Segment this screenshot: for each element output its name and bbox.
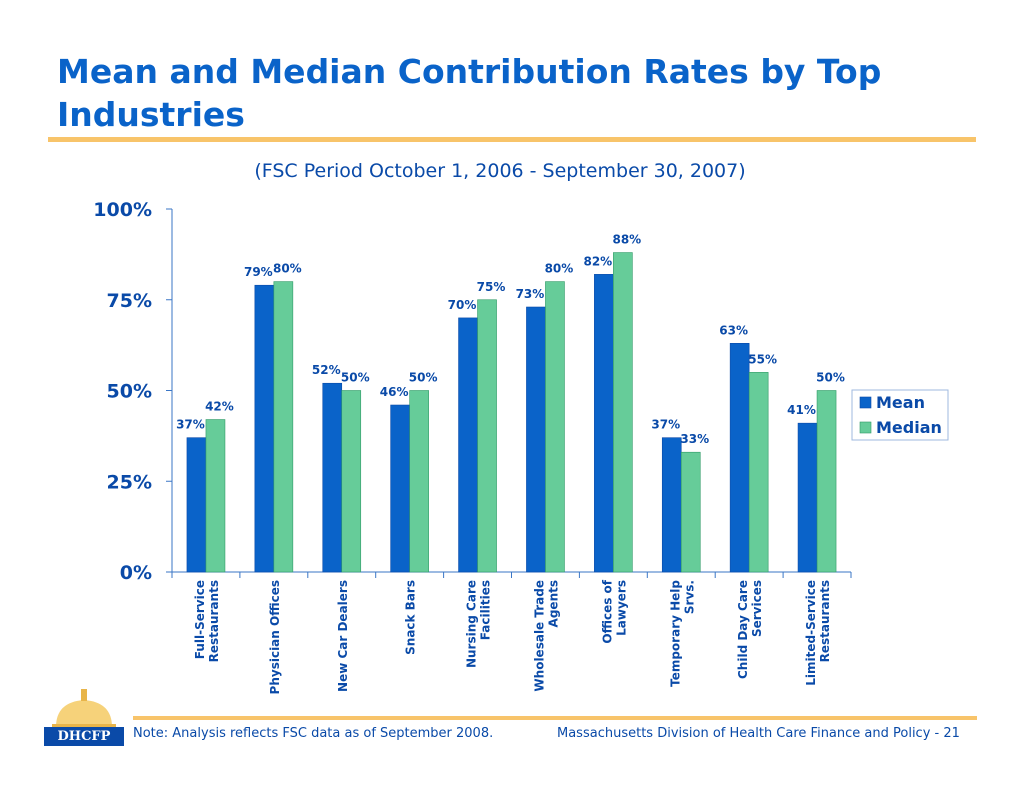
- x-tick-label: Limited-Service: [804, 580, 818, 686]
- data-label: 50%: [341, 371, 370, 385]
- x-tick-label: Lawyers: [614, 580, 628, 636]
- bar-mean: [594, 274, 614, 573]
- x-tick-label: Facilities: [479, 580, 493, 640]
- logo-text: DHCFP: [44, 727, 124, 746]
- data-label: 88%: [612, 233, 641, 247]
- bar-mean: [526, 306, 546, 573]
- y-tick-label: 50%: [107, 381, 152, 403]
- data-label: 50%: [816, 371, 845, 385]
- y-tick-label: 100%: [93, 199, 152, 221]
- y-tick-label: 0%: [120, 562, 152, 584]
- legend-swatch: [859, 421, 872, 434]
- bar-median: [680, 451, 701, 573]
- footer-source: Massachusetts Division of Health Care Fi…: [557, 726, 960, 741]
- bar-median: [545, 281, 565, 573]
- page-title: Mean and Median Contribution Rates by To…: [57, 52, 882, 134]
- dome-base: [52, 724, 116, 728]
- x-tick-label: Temporary Help: [668, 580, 682, 687]
- x-tick-label: Physician Offices: [268, 580, 282, 694]
- bar-median: [205, 419, 226, 573]
- y-tick-label: 75%: [107, 290, 152, 312]
- x-tick-label: Full-Service: [193, 580, 207, 659]
- bar-mean: [322, 382, 343, 573]
- x-tick-label: Nursing Care: [465, 580, 479, 668]
- data-label: 80%: [545, 262, 574, 276]
- data-label: 70%: [448, 298, 477, 312]
- bar-median: [748, 372, 769, 573]
- dome-lantern: [81, 689, 87, 701]
- x-tick-label: Snack Bars: [404, 580, 418, 655]
- dome-shape: [56, 700, 112, 727]
- data-label: 80%: [273, 262, 302, 276]
- dhcfp-logo: [52, 689, 116, 728]
- chart-subtitle: (FSC Period October 1, 2006 - September …: [254, 160, 746, 182]
- x-tick-label: Agents: [546, 580, 560, 627]
- bar-median: [613, 252, 633, 573]
- data-label: 37%: [651, 418, 680, 432]
- data-label: 52%: [312, 363, 341, 377]
- footer-note: Note: Analysis reflects FSC data as of S…: [133, 726, 494, 741]
- data-label: 37%: [176, 418, 205, 432]
- data-label: 46%: [380, 385, 409, 399]
- legend-swatch: [859, 396, 872, 409]
- title-divider: [48, 137, 976, 142]
- bar-median: [341, 390, 362, 573]
- x-tick-label: Wholesale Trade: [532, 580, 546, 692]
- x-tick-label: Restaurants: [818, 580, 832, 662]
- bar-mean: [390, 404, 410, 573]
- x-tick-label: Srvs.: [682, 580, 696, 614]
- data-label: 73%: [516, 287, 545, 301]
- data-label: 41%: [787, 403, 816, 417]
- bar-median: [273, 281, 294, 573]
- data-label: 50%: [409, 371, 438, 385]
- bar-mean: [661, 437, 682, 573]
- data-label: 75%: [477, 280, 506, 294]
- data-label: 63%: [719, 323, 748, 337]
- bar-median: [477, 299, 497, 573]
- legend-label: Median: [876, 418, 942, 437]
- data-label: 82%: [583, 254, 612, 268]
- bar-mean: [729, 343, 750, 573]
- bar-mean: [458, 317, 478, 573]
- bar-mean: [254, 284, 275, 573]
- x-tick-label: Child Day Care: [736, 580, 750, 679]
- data-label: 42%: [205, 400, 234, 414]
- legend-label: Mean: [876, 393, 925, 412]
- x-tick-label: Restaurants: [207, 580, 221, 662]
- x-tick-label: Services: [750, 580, 764, 637]
- y-tick-label: 25%: [107, 471, 152, 493]
- bar-mean: [797, 422, 818, 573]
- x-tick-label: Offices of: [600, 579, 614, 643]
- data-label: 55%: [748, 352, 777, 366]
- data-label: 79%: [244, 265, 273, 279]
- bar-median: [409, 390, 429, 573]
- x-tick-label: New Car Dealers: [336, 580, 350, 692]
- bar-median: [816, 390, 837, 573]
- data-label: 33%: [680, 432, 709, 446]
- bar-mean: [186, 437, 207, 573]
- footer-divider: [133, 716, 977, 720]
